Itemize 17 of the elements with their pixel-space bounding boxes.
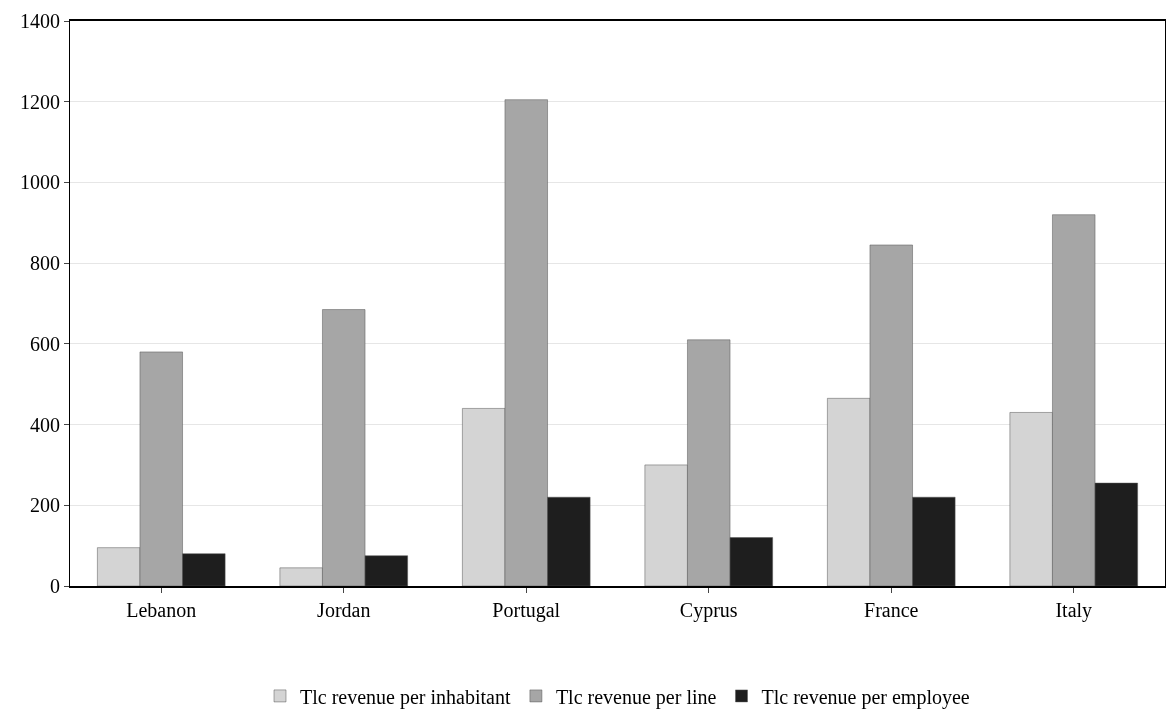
y-tick-label: 0 [50, 575, 60, 597]
y-tick-label: 1200 [20, 90, 60, 113]
legend-label: Tlc revenue per inhabitant [300, 685, 511, 709]
x-tick-label: Lebanon [126, 599, 197, 621]
y-tick-label: 400 [30, 413, 60, 436]
x-tick-label: Portugal [492, 599, 561, 622]
y-tick-label: 1000 [20, 171, 60, 194]
x-tick-label: Italy [1055, 599, 1093, 622]
legend-label: Tlc revenue per employee [761, 685, 970, 709]
legend-label: Tlc revenue per line [555, 685, 717, 709]
x-tick-label: Jordan [317, 599, 371, 621]
y-tick-label: 1400 [20, 10, 60, 32]
x-tick-label: Cyprus [679, 599, 738, 622]
y-tick-label: 200 [30, 494, 60, 517]
y-tick-label: 800 [30, 252, 60, 275]
y-tick-label: 600 [30, 332, 60, 355]
x-tick-label: France [864, 599, 919, 621]
